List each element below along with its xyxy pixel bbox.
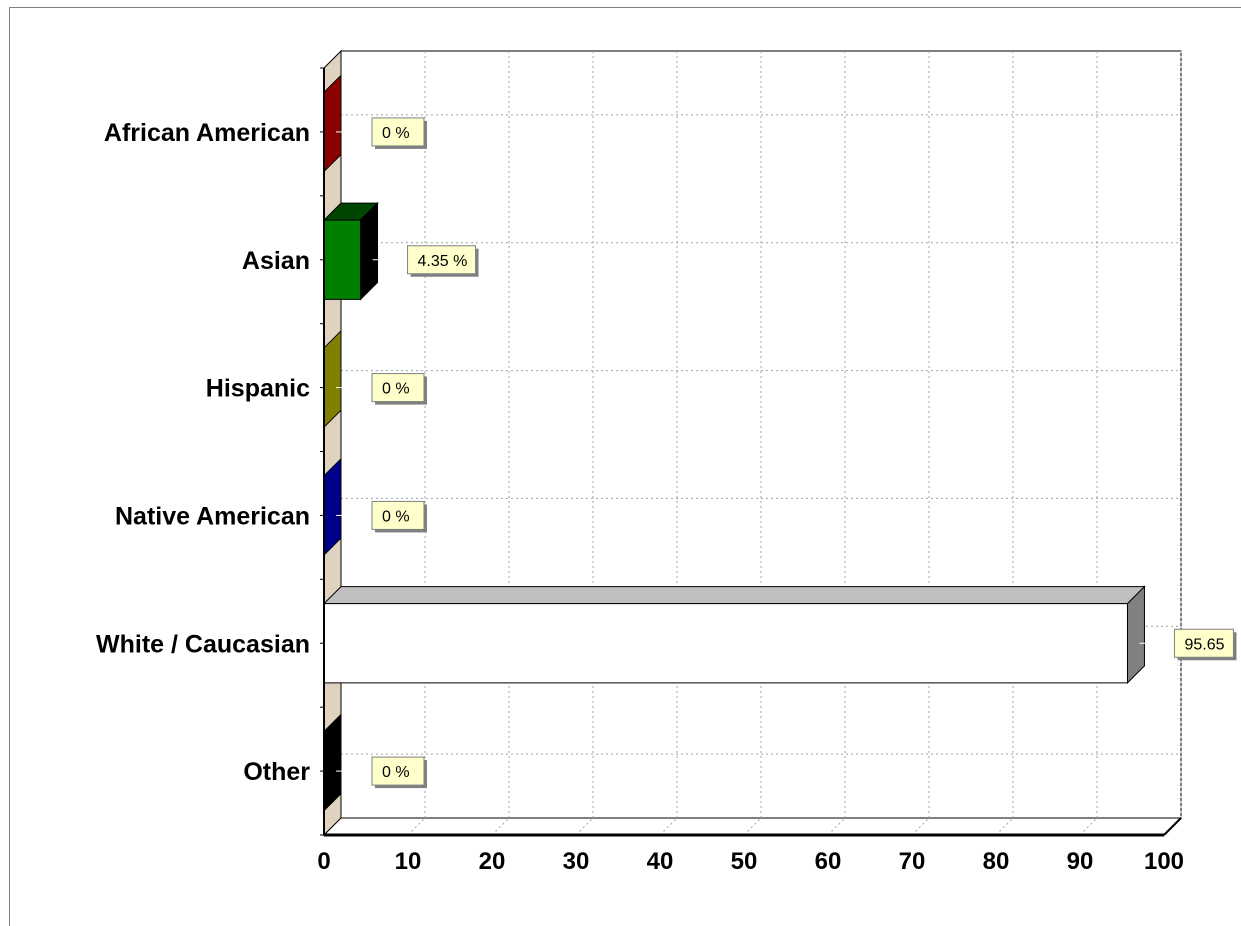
- category-label-2: Hispanic: [206, 375, 310, 403]
- data-label-3: 0 %: [382, 508, 410, 525]
- x-axis-end: [1163, 817, 1182, 836]
- data-label-0: 0 %: [382, 125, 410, 142]
- x-tick-label-40: 40: [647, 848, 674, 875]
- floor-grid-10: [407, 817, 426, 836]
- x-tick-label-60: 60: [815, 848, 842, 875]
- category-label-3: Native American: [115, 502, 310, 530]
- category-label-5: Other: [243, 758, 310, 786]
- plot-back-wall: [340, 50, 1182, 819]
- x-tick-label-100: 100: [1144, 848, 1184, 875]
- chart-frame: [9, 7, 1241, 926]
- data-label-box-4: [1173, 628, 1234, 658]
- bar-1: [323, 219, 362, 300]
- data-label-4: 95.65: [1184, 636, 1224, 653]
- bar-top-4: [322, 586, 1146, 605]
- floor-grid-40: [659, 817, 678, 836]
- data-label-box-1: [407, 245, 477, 275]
- bar-0: [323, 74, 342, 173]
- x-tick-label-30: 30: [563, 848, 590, 875]
- category-label-1: Asian: [242, 247, 310, 275]
- data-label-box-3: [371, 500, 425, 530]
- floor-grid-70: [911, 817, 930, 836]
- floor-grid-60: [827, 817, 846, 836]
- floor-grid-30: [575, 817, 594, 836]
- bar-4: [323, 603, 1128, 684]
- x-tick-label-10: 10: [395, 848, 422, 875]
- x-tick-label-50: 50: [731, 848, 758, 875]
- category-label-4: White / Caucasian: [96, 630, 310, 658]
- x-tick-label-90: 90: [1067, 848, 1094, 875]
- x-tick-label-80: 80: [983, 848, 1010, 875]
- floor-grid-20: [491, 817, 510, 836]
- bar-side-4: [1126, 585, 1145, 685]
- x-tick-label-70: 70: [899, 848, 926, 875]
- data-label-box-2: [371, 373, 425, 403]
- floor-grid-80: [995, 817, 1014, 836]
- data-label-box-0: [371, 117, 425, 147]
- bar-5: [323, 713, 342, 812]
- bar-side-1: [360, 201, 379, 301]
- bar-3: [323, 457, 342, 557]
- category-label-0: African American: [104, 119, 310, 147]
- data-label-5: 0 %: [382, 764, 410, 781]
- plot-floor: [322, 817, 1183, 836]
- data-label-1: 4.35 %: [418, 253, 468, 270]
- floor-grid-50: [743, 817, 762, 836]
- data-label-2: 0 %: [382, 381, 410, 398]
- floor-grid-90: [1079, 817, 1098, 836]
- bar-2: [323, 329, 342, 429]
- x-tick-label-0: 0: [317, 848, 330, 875]
- data-label-box-5: [371, 756, 425, 786]
- x-tick-label-20: 20: [479, 848, 506, 875]
